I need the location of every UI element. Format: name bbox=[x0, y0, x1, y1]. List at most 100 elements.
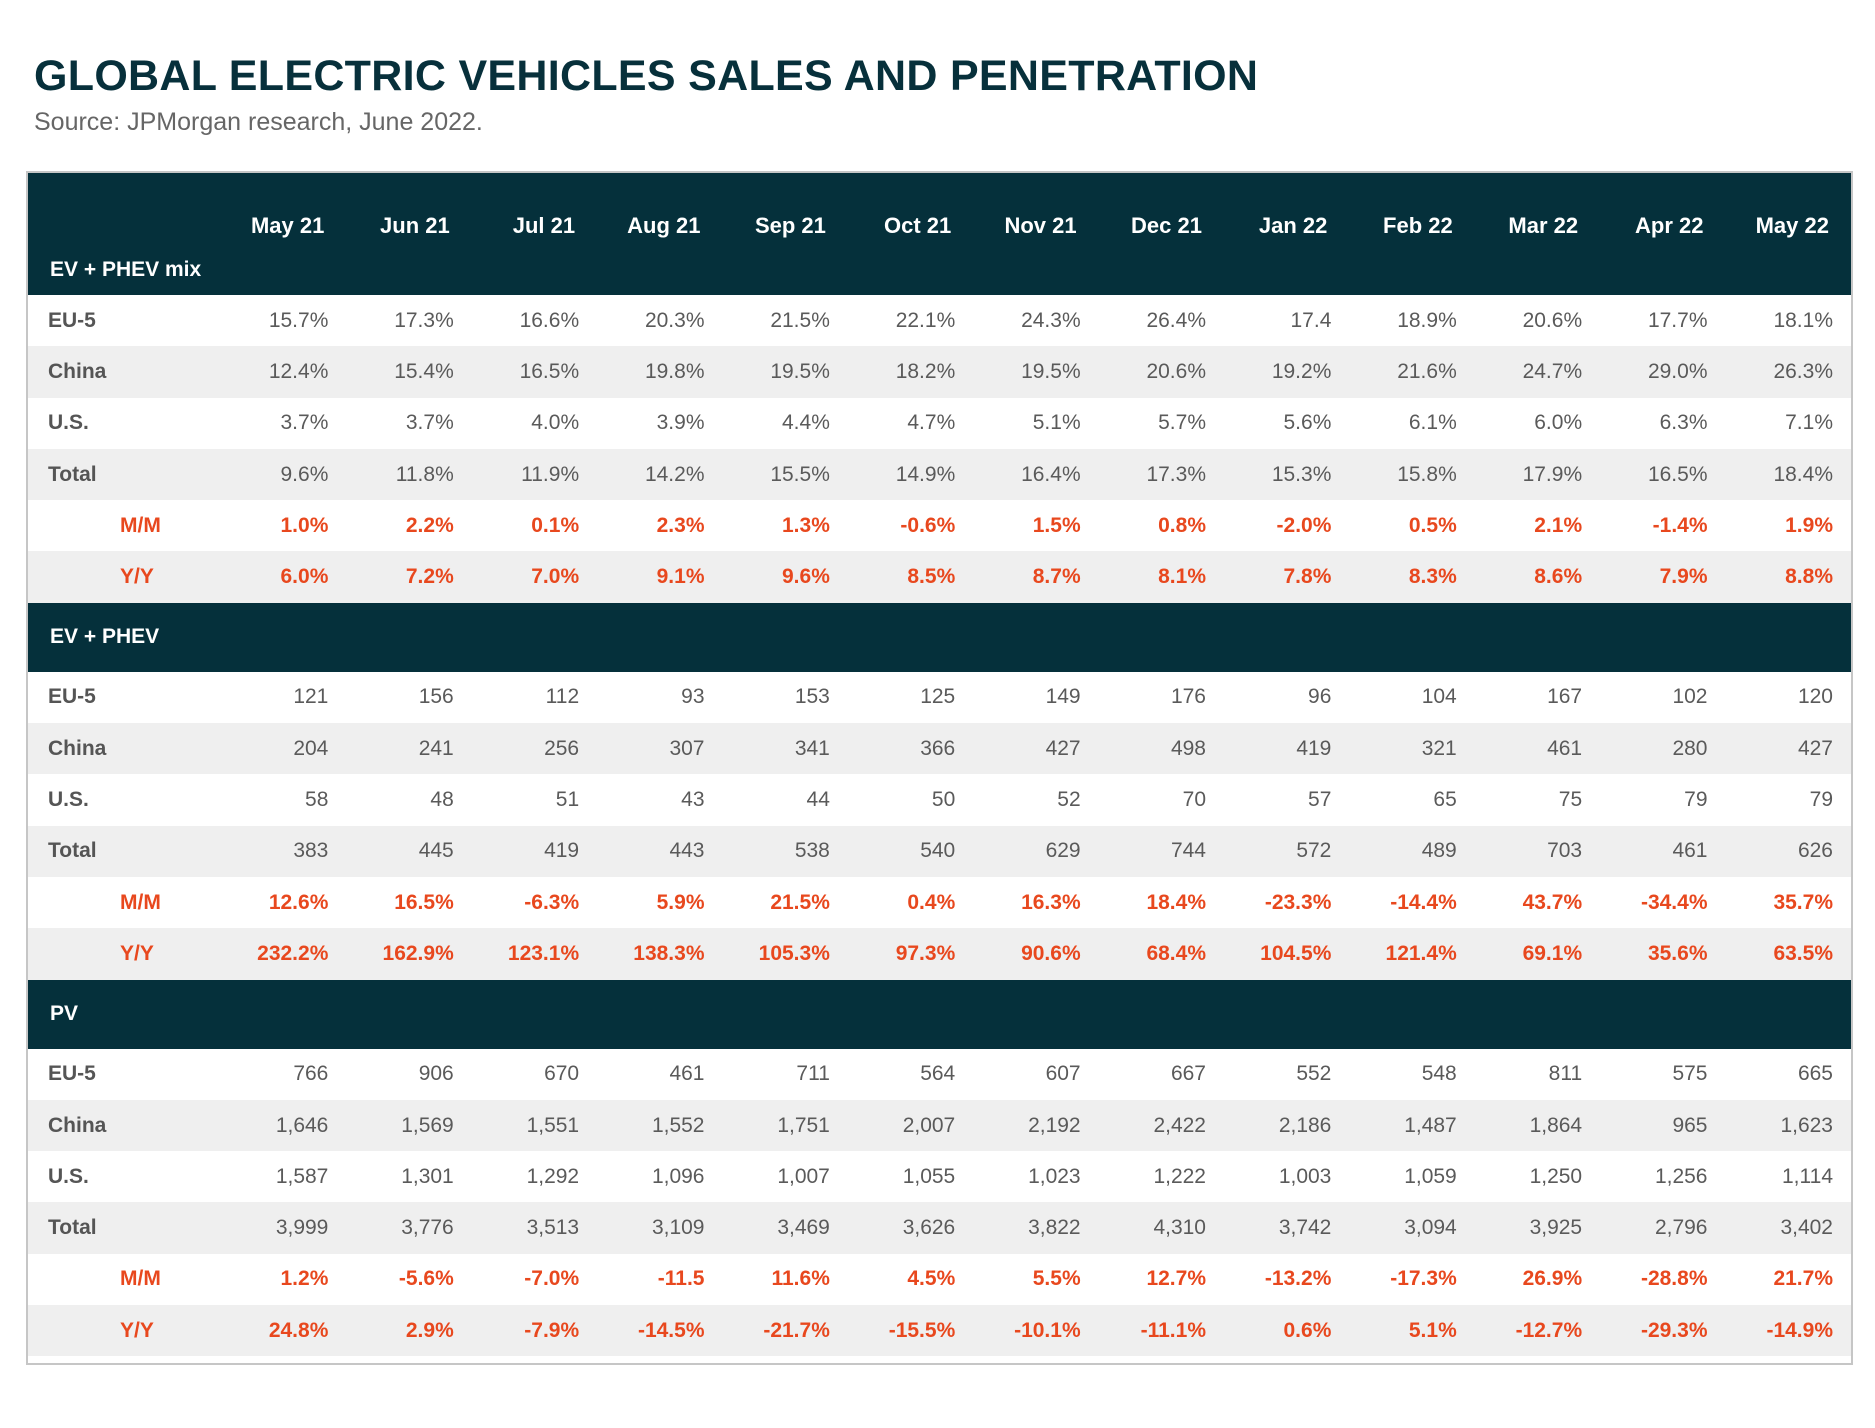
table-cell: 5.1% bbox=[1408, 1318, 1457, 1342]
section-header-row: EV + PHEV mix bbox=[28, 245, 1851, 295]
table-cell: 4.7% bbox=[907, 411, 956, 435]
table-row: Total 383 445 419 443 538 540 629 744 572 489 703 46… bbox=[28, 825, 1851, 877]
table-cell: 57 bbox=[1308, 788, 1332, 812]
table-cell: 102 bbox=[1672, 685, 1708, 709]
table-cell: 16.6% bbox=[519, 308, 580, 332]
table-cell: 1,301 bbox=[401, 1164, 454, 1188]
table-cell: 63.5% bbox=[1773, 941, 1833, 965]
table-cell: 167 bbox=[1547, 685, 1583, 709]
table-cell: 15.3% bbox=[1271, 462, 1332, 486]
table-cell: 575 bbox=[1672, 1062, 1708, 1086]
row-label: M/M bbox=[120, 890, 161, 914]
table-cell: 138.3% bbox=[633, 941, 705, 965]
table-cell: 3.7% bbox=[405, 411, 454, 435]
table-cell: 19.8% bbox=[644, 359, 705, 383]
table-cell: 48 bbox=[430, 788, 454, 812]
row-label: U.S. bbox=[48, 411, 89, 435]
table-cell: 607 bbox=[1045, 1062, 1081, 1086]
table-cell: 280 bbox=[1672, 736, 1708, 760]
table-cell: 19.2% bbox=[1271, 359, 1332, 383]
table-cell: 670 bbox=[544, 1062, 580, 1086]
table-cell: 1,256 bbox=[1654, 1164, 1708, 1188]
table-cell: 3,822 bbox=[1028, 1216, 1081, 1240]
table-cell: 121 bbox=[293, 685, 329, 709]
table-cell: 17.3% bbox=[394, 308, 454, 332]
table-cell: 461 bbox=[1672, 839, 1708, 863]
column-header: Dec 21 bbox=[1131, 213, 1202, 238]
table-cell: -0.6% bbox=[900, 513, 956, 537]
table-cell: 16.5% bbox=[1647, 462, 1708, 486]
column-header: Jan 22 bbox=[1258, 213, 1328, 238]
table-cell: 1,487 bbox=[1404, 1113, 1457, 1137]
table-cell: 443 bbox=[669, 839, 705, 863]
table-cell: 24.8% bbox=[268, 1318, 329, 1342]
row-label: Y/Y bbox=[120, 565, 154, 589]
table-cell: 17.3% bbox=[1146, 462, 1206, 486]
table-cell: 120 bbox=[1797, 685, 1833, 709]
table-cell: 1,114 bbox=[1782, 1164, 1833, 1188]
column-header: May 22 bbox=[1755, 213, 1829, 238]
table-cell: 427 bbox=[1797, 736, 1833, 760]
table-row: M/M 1.0% 2.2% 0.1% 2.3% 1.3% -0.6% 1.5% 0.8% -2.0… bbox=[28, 500, 1851, 551]
table-cell: 5.1% bbox=[1032, 411, 1081, 435]
table-cell: 11.8% bbox=[395, 462, 454, 486]
table-cell: -11.5 bbox=[657, 1267, 705, 1291]
row-label: Total bbox=[48, 1216, 97, 1240]
table-cell: 1.9% bbox=[1785, 513, 1833, 537]
row-label: M/M bbox=[120, 1267, 161, 1291]
table-cell: 21.5% bbox=[770, 890, 830, 914]
row-label: M/M bbox=[120, 513, 161, 537]
table-cell: 572 bbox=[1296, 839, 1332, 863]
table-cell: 1,292 bbox=[526, 1164, 580, 1188]
table-cell: 12.4% bbox=[268, 359, 329, 383]
table-cell: 43.7% bbox=[1522, 890, 1583, 914]
table-cell: 256 bbox=[544, 736, 580, 760]
table-cell: 44 bbox=[806, 788, 830, 812]
table-cell: 43 bbox=[681, 788, 705, 812]
table-cell: -12.7% bbox=[1515, 1318, 1583, 1342]
table-cell: 3,109 bbox=[651, 1216, 705, 1240]
table-cell: -15.5% bbox=[888, 1318, 956, 1342]
table-cell: 3,999 bbox=[275, 1216, 329, 1240]
table-cell: -1.4% bbox=[1652, 513, 1708, 537]
table-cell: 26.4% bbox=[1146, 308, 1206, 332]
table-cell: 176 bbox=[1170, 685, 1206, 709]
table-cell: 6.0% bbox=[1534, 411, 1583, 435]
table-cell: 0.6% bbox=[1283, 1318, 1332, 1342]
table-cell: 7.1% bbox=[1785, 411, 1833, 435]
table-cell: 4,310 bbox=[1153, 1216, 1206, 1240]
table-cell: 232.2% bbox=[257, 941, 329, 965]
data-table-container: May 21 Jun 21 Jul 21 Aug 21 Sep 21 Oct 21 Nov … bbox=[26, 171, 1853, 1365]
table-row: Y/Y 6.0% 7.2% 7.0% 9.1% 9.6% 8.5% 8.7% 8.1% 7.8% 8… bbox=[28, 551, 1851, 603]
table-cell: 51 bbox=[555, 788, 580, 812]
table-cell: 104.5% bbox=[1260, 941, 1332, 965]
table-cell: 811 bbox=[1548, 1062, 1583, 1086]
table-cell: 9.6% bbox=[782, 565, 830, 589]
table-cell: 68.4% bbox=[1146, 941, 1206, 965]
table-cell: 2,007 bbox=[902, 1113, 956, 1137]
table-cell: 3,742 bbox=[1278, 1216, 1332, 1240]
table-cell: 744 bbox=[1170, 839, 1206, 863]
section-title: PV bbox=[50, 1002, 79, 1026]
table-cell: 18.2% bbox=[895, 359, 956, 383]
table-cell: 5.7% bbox=[1158, 411, 1206, 435]
row-label: U.S. bbox=[48, 788, 89, 812]
table-cell: 711 bbox=[796, 1062, 830, 1086]
table-cell: 366 bbox=[920, 736, 956, 760]
table-cell: 629 bbox=[1045, 839, 1081, 863]
table-cell: 8.7% bbox=[1032, 565, 1081, 589]
table-cell: 15.7% bbox=[268, 308, 329, 332]
table-cell: 1,059 bbox=[1404, 1164, 1457, 1188]
table-cell: 461 bbox=[1547, 736, 1583, 760]
table-cell: 96 bbox=[1308, 685, 1332, 709]
table-row: M/M 1.2% -5.6% -7.0% -11.5 11.6% 4.5% 5.5% 12.7%… bbox=[28, 1254, 1851, 1305]
table-row: China 1,646 1,569 1,551 1,552 1,751 2,007 2,192… bbox=[28, 1099, 1851, 1152]
table-cell: 0.5% bbox=[1408, 513, 1457, 537]
table-cell: 1,007 bbox=[777, 1164, 830, 1188]
table-cell: 4.0% bbox=[531, 411, 580, 435]
table-cell: 0.4% bbox=[907, 890, 956, 914]
table-row: EU-5 121 156 112 93 153 125 149 176 96 104 167 102 12… bbox=[28, 672, 1851, 723]
table-cell: 97.3% bbox=[895, 941, 956, 965]
table-cell: 162.9% bbox=[382, 941, 454, 965]
table-cell: 29.0% bbox=[1647, 359, 1708, 383]
